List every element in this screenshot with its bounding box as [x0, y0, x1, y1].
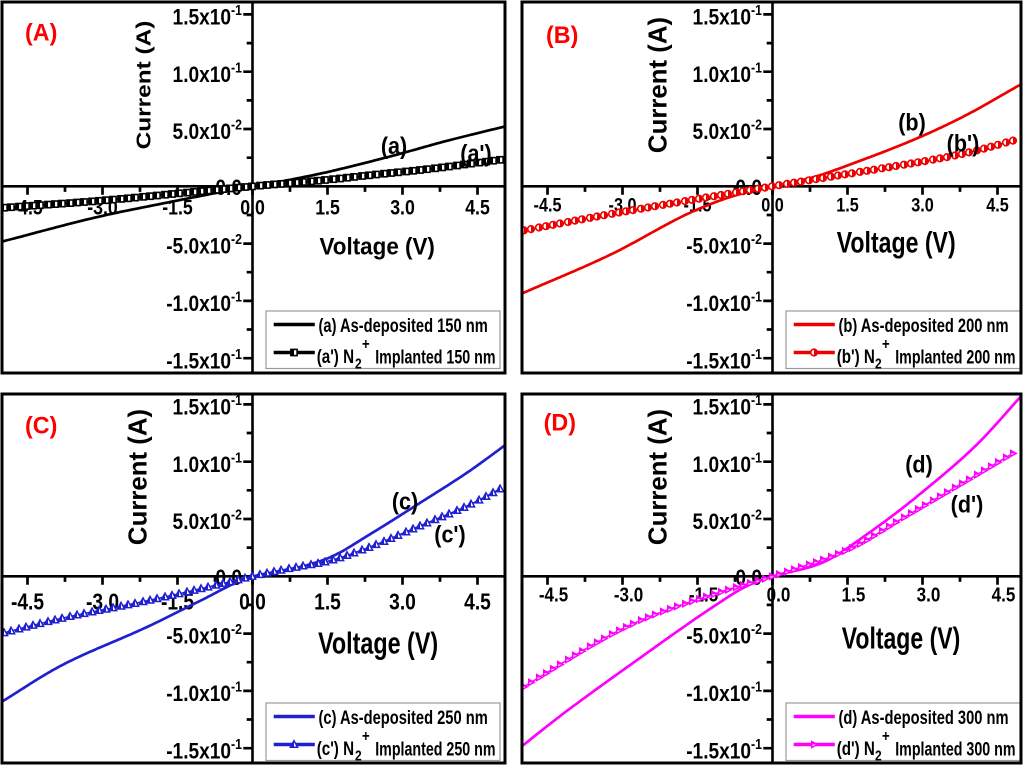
svg-text:-1.0x10-1: -1.0x10-1 — [166, 289, 242, 317]
svg-text:1.5: 1.5 — [315, 196, 340, 220]
svg-text:(d') N: (d') N — [837, 738, 875, 760]
svg-text:(c') N: (c') N — [317, 738, 354, 760]
svg-text:-4.5: -4.5 — [534, 194, 562, 216]
svg-text:+: + — [362, 336, 370, 353]
svg-text:-5.0x10-2: -5.0x10-2 — [686, 621, 762, 649]
svg-text:4.5: 4.5 — [986, 194, 1009, 216]
svg-text:2: 2 — [355, 355, 362, 372]
svg-text:0.0: 0.0 — [767, 583, 791, 606]
svg-text:Implanted 300 nm: Implanted 300 nm — [895, 738, 1015, 759]
svg-text:+: + — [882, 336, 890, 353]
svg-text:4.5: 4.5 — [465, 196, 490, 220]
svg-text:-1.5x10-1: -1.5x10-1 — [686, 736, 762, 764]
svg-text:1.5: 1.5 — [836, 194, 859, 216]
svg-text:(d): (d) — [905, 450, 933, 477]
svg-text:1.5x10-1: 1.5x10-1 — [693, 2, 763, 30]
svg-text:(c): (c) — [392, 487, 418, 514]
svg-text:4.5: 4.5 — [992, 583, 1016, 606]
svg-text:(b') N: (b') N — [837, 346, 875, 368]
svg-text:Current (A): Current (A) — [132, 21, 155, 150]
svg-text:Voltage (V): Voltage (V) — [842, 620, 961, 655]
svg-text:-3.0: -3.0 — [609, 194, 637, 216]
svg-text:(a'): (a') — [460, 139, 491, 166]
svg-text:+: + — [882, 728, 890, 745]
svg-text:-5.0x10-2: -5.0x10-2 — [166, 231, 242, 259]
svg-text:(d'): (d') — [951, 490, 984, 517]
svg-text:-1.0x10-1: -1.0x10-1 — [686, 679, 762, 707]
svg-text:(B): (B) — [546, 23, 578, 49]
svg-text:1.5x10-1: 1.5x10-1 — [173, 2, 243, 30]
svg-text:(b'): (b') — [947, 129, 980, 156]
svg-text:Voltage (V): Voltage (V) — [320, 233, 435, 260]
svg-text:1.0x10-1: 1.0x10-1 — [693, 59, 763, 87]
svg-text:(A): (A) — [25, 20, 57, 46]
svg-text:Implanted 200 nm: Implanted 200 nm — [895, 346, 1015, 367]
svg-text:(c) As-deposited 250 nm: (c) As-deposited 250 nm — [319, 706, 488, 728]
svg-text:(C): (C) — [25, 413, 57, 439]
svg-text:5.0x10-2: 5.0x10-2 — [173, 117, 242, 145]
svg-text:3.0: 3.0 — [917, 583, 941, 606]
svg-text:1.5x10-1: 1.5x10-1 — [173, 392, 243, 420]
svg-text:1.0x10-1: 1.0x10-1 — [173, 449, 243, 477]
svg-text:3.0: 3.0 — [389, 590, 416, 615]
svg-text:1.5x10-1: 1.5x10-1 — [693, 392, 763, 420]
svg-text:+: + — [362, 728, 370, 745]
svg-text:2: 2 — [355, 747, 362, 764]
svg-text:-1.0x10-1: -1.0x10-1 — [166, 679, 242, 707]
svg-text:(a): (a) — [381, 132, 407, 159]
svg-text:1.5: 1.5 — [842, 583, 866, 606]
svg-text:3.0: 3.0 — [390, 196, 415, 220]
svg-text:Implanted 150 nm: Implanted 150 nm — [375, 346, 495, 367]
svg-text:-3.0: -3.0 — [614, 583, 643, 606]
svg-text:-1.0x10-1: -1.0x10-1 — [686, 289, 762, 317]
svg-text:1.5: 1.5 — [314, 590, 341, 615]
svg-text:Voltage (V): Voltage (V) — [318, 626, 438, 661]
svg-text:-1.5x10-1: -1.5x10-1 — [166, 346, 242, 374]
svg-text:Implanted 250 nm: Implanted 250 nm — [375, 738, 495, 759]
svg-text:Current (A): Current (A) — [645, 17, 673, 153]
svg-text:Current (A): Current (A) — [125, 409, 153, 545]
svg-text:Voltage (V): Voltage (V) — [837, 226, 956, 260]
svg-text:-4.5: -4.5 — [11, 590, 44, 615]
svg-text:Current (A): Current (A) — [645, 409, 673, 545]
svg-text:2: 2 — [875, 355, 882, 372]
svg-text:-1.5x10-1: -1.5x10-1 — [166, 736, 242, 764]
svg-text:4.5: 4.5 — [464, 590, 491, 615]
svg-text:-5.0x10-2: -5.0x10-2 — [686, 231, 762, 259]
svg-text:-4.5: -4.5 — [12, 196, 43, 220]
svg-text:3.0: 3.0 — [911, 194, 934, 216]
svg-text:2: 2 — [875, 747, 882, 764]
svg-text:-1.5x10-1: -1.5x10-1 — [686, 346, 762, 374]
svg-text:(a) As-deposited 150 nm: (a) As-deposited 150 nm — [319, 314, 488, 336]
svg-text:(a') N: (a') N — [317, 346, 354, 368]
svg-text:-4.5: -4.5 — [539, 583, 568, 606]
svg-text:(c'): (c') — [434, 520, 465, 547]
svg-text:(D): (D) — [544, 410, 576, 436]
svg-text:1.0x10-1: 1.0x10-1 — [173, 59, 243, 87]
svg-text:(b) As-deposited 200 nm: (b) As-deposited 200 nm — [839, 314, 1009, 336]
svg-text:-3.0: -3.0 — [86, 590, 119, 615]
svg-text:(d) As-deposited 300 nm: (d) As-deposited 300 nm — [839, 706, 1009, 728]
svg-text:-5.0x10-2: -5.0x10-2 — [166, 621, 242, 649]
svg-text:(b): (b) — [898, 108, 926, 135]
